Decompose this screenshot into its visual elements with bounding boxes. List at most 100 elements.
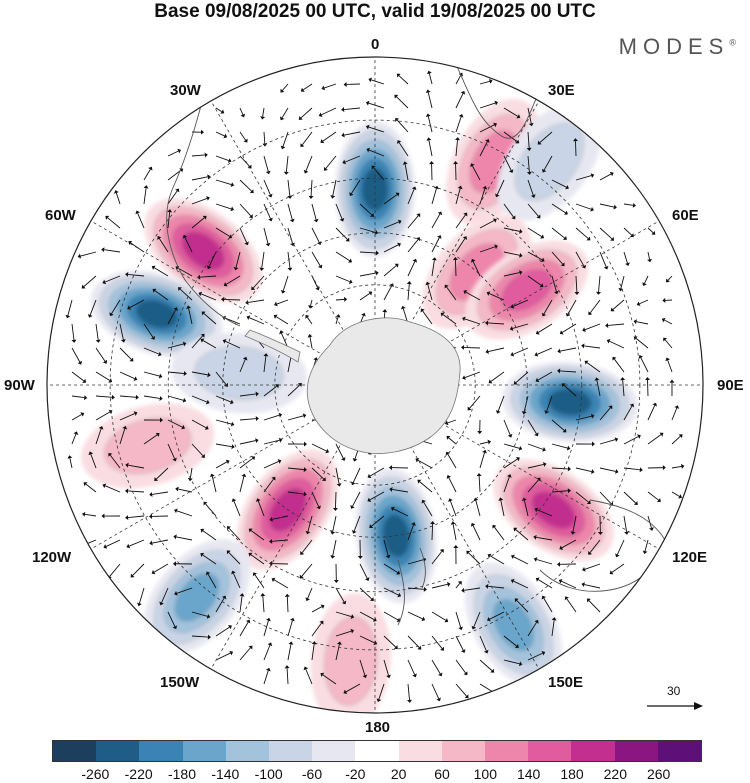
wind-vector	[431, 659, 443, 677]
wind-vector	[383, 192, 400, 205]
wind-vector	[455, 113, 464, 133]
colorbar-swatch	[182, 741, 226, 761]
wind-vector	[154, 467, 169, 482]
wind-vector	[383, 563, 401, 575]
wind-vector	[263, 179, 273, 198]
wind-vector	[440, 312, 457, 325]
wind-vector-layer	[65, 70, 685, 703]
wind-vector	[599, 171, 614, 181]
colorbar-swatch	[96, 741, 140, 761]
wind-vector	[300, 131, 313, 148]
wind-vector	[119, 411, 138, 421]
wind-vector	[636, 299, 649, 307]
wind-vector	[342, 155, 361, 165]
lon-label-0: 0	[371, 36, 380, 53]
wind-vector	[330, 515, 337, 535]
wind-vector	[535, 577, 553, 589]
wind-vector	[551, 251, 565, 267]
wind-vector	[137, 587, 145, 607]
wind-vector	[527, 619, 539, 637]
wind-vector	[615, 539, 625, 558]
wind-vector	[65, 299, 73, 319]
wind-vector	[215, 227, 233, 239]
wind-vector	[575, 227, 591, 241]
wind-vector	[599, 405, 613, 421]
wind-vector	[511, 554, 529, 565]
wind-vector	[226, 550, 241, 565]
colorbar-swatch	[53, 741, 97, 761]
wind-vector	[455, 90, 466, 109]
wind-vector	[280, 107, 289, 121]
wind-vector	[226, 526, 241, 541]
wind-vector	[191, 395, 210, 405]
wind-vector	[572, 138, 578, 157]
wind-vector	[359, 227, 379, 235]
wind-vector	[599, 437, 619, 445]
wind-vector	[466, 550, 481, 565]
wind-vector	[263, 155, 271, 175]
wind-vector	[252, 572, 265, 589]
wind-vector	[167, 371, 187, 376]
wind-vector	[200, 552, 217, 565]
wind-vector	[533, 534, 553, 541]
wind-vector	[535, 323, 553, 335]
wind-vector	[551, 275, 559, 295]
wind-vector	[397, 140, 409, 157]
wind-vector	[151, 265, 169, 277]
wind-vector	[359, 587, 374, 601]
lon-label-60w: 60W	[45, 207, 76, 224]
wind-vector	[200, 338, 217, 349]
wind-vector	[429, 161, 435, 181]
wind-vector	[425, 113, 433, 133]
wind-vector	[191, 611, 211, 619]
wind-vector	[647, 227, 656, 235]
wind-vector	[260, 593, 266, 613]
wind-vector	[584, 360, 601, 373]
wind-vector	[551, 227, 567, 240]
wind-vector	[575, 173, 595, 181]
wind-vector	[662, 297, 673, 303]
wind-vector	[431, 257, 437, 277]
wind-vector	[119, 371, 138, 381]
wind-vector	[143, 323, 155, 340]
wind-vector	[149, 513, 169, 519]
wind-vector	[239, 391, 259, 397]
wind-vector	[557, 561, 577, 567]
wind-vector	[287, 467, 307, 473]
wind-vector	[565, 299, 577, 317]
wind-vector	[514, 598, 529, 613]
wind-vector	[323, 155, 337, 171]
wind-vector	[503, 443, 523, 451]
wind-vector	[167, 148, 181, 157]
wind-vector	[273, 314, 289, 325]
wind-vector	[551, 617, 557, 637]
wind-vector	[119, 323, 126, 343]
wind-vector	[559, 539, 577, 550]
map-boundary	[46, 56, 704, 714]
wind-vector	[280, 83, 289, 93]
wind-vector	[262, 131, 268, 147]
wind-vector	[389, 486, 409, 493]
colorbar-swatch	[441, 741, 486, 761]
wind-vector	[455, 212, 468, 229]
colorbar-swatch	[614, 741, 658, 761]
wind-vector	[557, 368, 577, 374]
wind-vector	[103, 539, 121, 549]
wind-vector	[335, 443, 346, 461]
wind-vector	[407, 186, 417, 205]
antarctica-landmass	[244, 317, 461, 454]
wind-vector	[109, 299, 121, 317]
parallel-line	[222, 232, 528, 538]
wind-vector	[159, 587, 169, 606]
wind-vector	[143, 395, 163, 401]
wind-vector	[425, 281, 433, 301]
wind-vector	[251, 275, 265, 291]
wind-vector	[513, 371, 529, 385]
vector-scale-key	[647, 702, 703, 710]
wind-vector	[366, 147, 385, 157]
anomaly-high-105w	[81, 403, 215, 489]
wind-vector	[330, 539, 337, 559]
wind-vector	[205, 571, 217, 589]
wind-vector	[167, 443, 177, 462]
wind-vector	[274, 299, 289, 307]
